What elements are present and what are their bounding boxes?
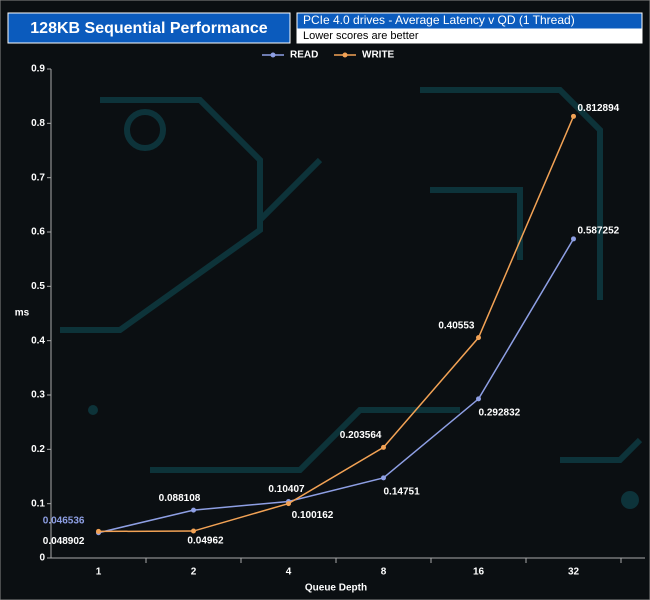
y-tick-label: 0.8 xyxy=(31,118,45,129)
x-tick-label: 4 xyxy=(286,567,292,578)
x-tick-label: 1 xyxy=(96,567,102,578)
legend-marker xyxy=(270,52,276,58)
y-tick-label: 0.1 xyxy=(31,498,45,509)
x-tick-label: 16 xyxy=(473,567,485,578)
data-label: 0.088108 xyxy=(159,493,201,504)
data-point xyxy=(381,444,386,450)
legend-marker xyxy=(342,52,348,58)
y-tick-label: 0.5 xyxy=(31,281,45,292)
data-label: 0.203564 xyxy=(340,430,382,441)
note-box xyxy=(296,28,643,44)
circuit-decoration xyxy=(60,87,643,509)
y-tick-label: 0.7 xyxy=(31,172,45,183)
x-tick-label: 2 xyxy=(191,567,197,578)
data-label: 0.046536 xyxy=(43,515,85,526)
data-point xyxy=(96,528,101,534)
data-point xyxy=(191,528,196,534)
data-label: 0.587252 xyxy=(578,226,620,237)
y-tick-label: 0 xyxy=(39,553,45,564)
note: Lower scores are better xyxy=(303,30,419,42)
title-box xyxy=(7,12,291,44)
x-axis-label: Queue Depth xyxy=(305,583,367,594)
data-point xyxy=(381,475,386,481)
chart-title: 128KB Sequential Performance xyxy=(30,20,268,37)
y-axis-label: ms xyxy=(15,308,30,319)
y-tick-label: 0.9 xyxy=(31,64,45,75)
data-label: 0.292832 xyxy=(479,408,521,419)
data-point xyxy=(571,236,576,242)
y-tick-label: 0.2 xyxy=(31,444,45,455)
series-line xyxy=(98,116,575,533)
x-tick-label: 32 xyxy=(568,567,580,578)
data-label: 0.100162 xyxy=(292,510,334,521)
data-point xyxy=(476,335,481,341)
x-tick-label: 8 xyxy=(381,567,387,578)
data-label: 0.048902 xyxy=(43,536,85,547)
data-point xyxy=(286,501,291,507)
subtitle: PCIe 4.0 drives - Average Latency v QD (… xyxy=(303,13,575,27)
data-point xyxy=(191,507,196,513)
series-line xyxy=(98,238,575,534)
data-label: 0.14751 xyxy=(384,486,421,497)
data-label: 0.40553 xyxy=(438,320,475,331)
legend-label: WRITE xyxy=(362,50,395,61)
data-point xyxy=(476,396,481,402)
data-label: 0.812894 xyxy=(578,103,620,114)
y-tick-label: 0.3 xyxy=(31,390,45,401)
y-tick-label: 0.6 xyxy=(31,227,45,238)
legend-label: READ xyxy=(290,50,318,61)
data-point xyxy=(571,113,576,119)
data-label: 0.10407 xyxy=(268,484,305,495)
y-tick-label: 0.4 xyxy=(31,335,45,346)
data-label: 0.04962 xyxy=(187,536,224,547)
